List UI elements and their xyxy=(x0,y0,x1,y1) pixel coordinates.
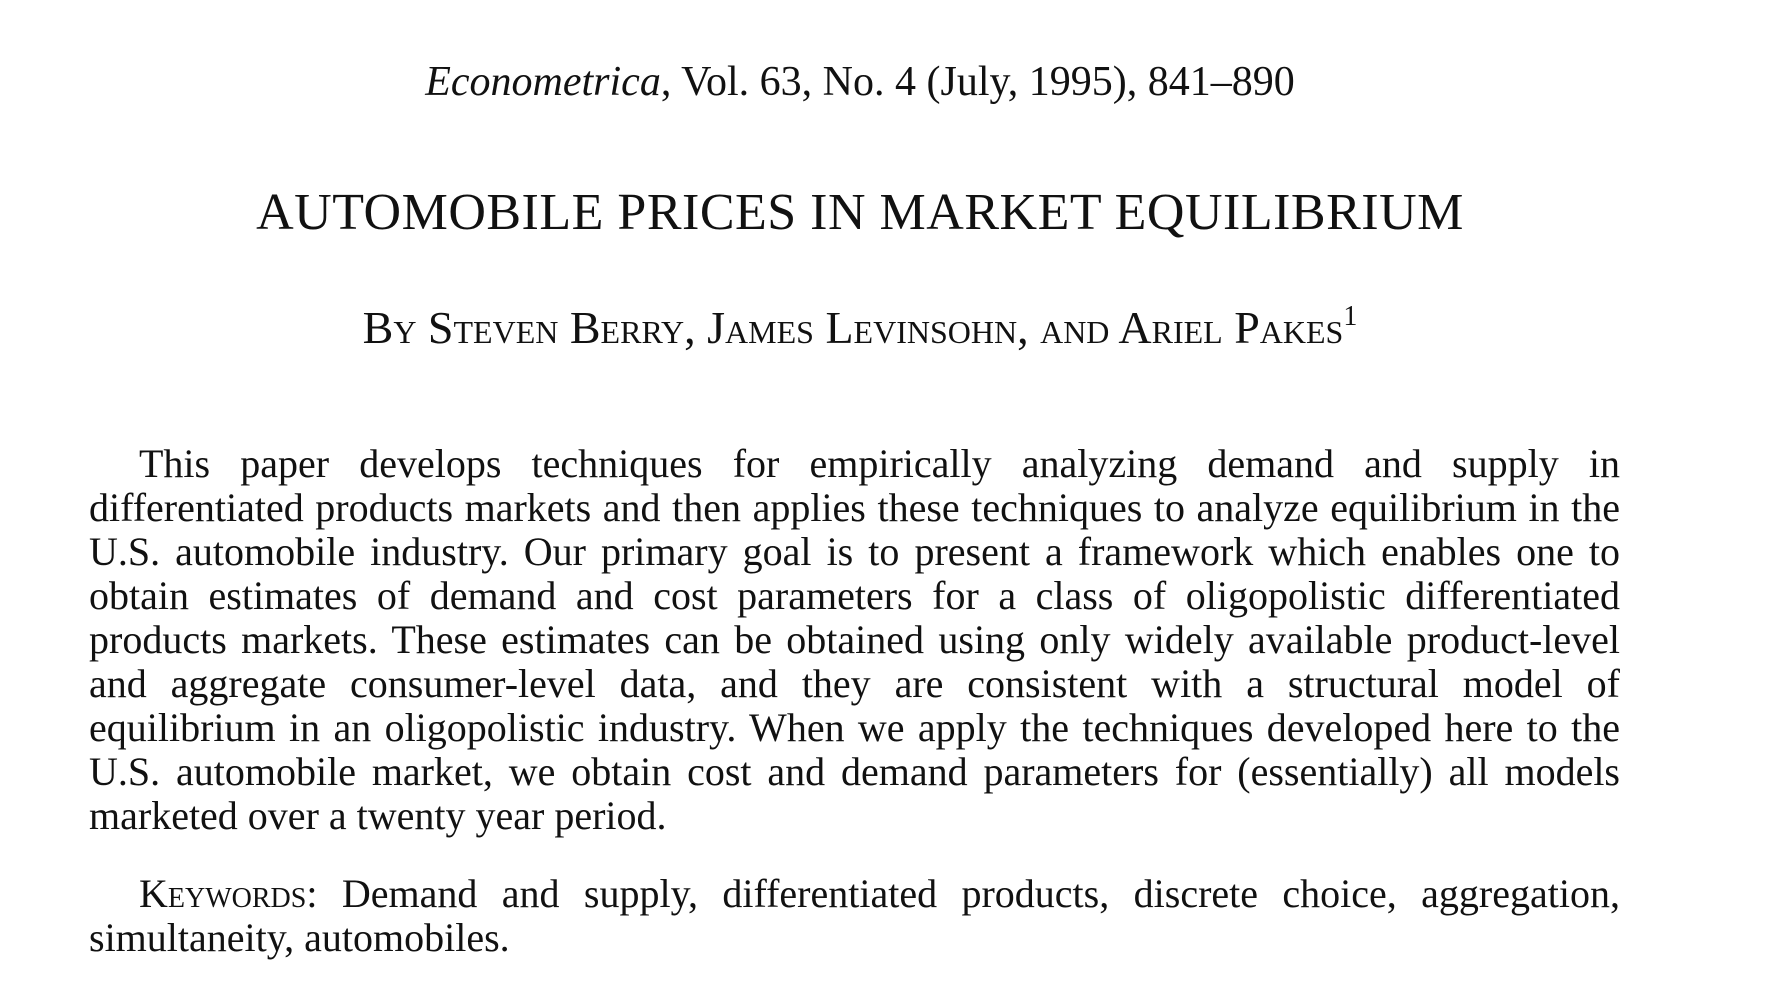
citation-details: , Vol. 63, No. 4 (July, 1995), 841–890 xyxy=(660,59,1295,105)
author-names: By Steven Berry, James Levinsohn, and Ar… xyxy=(362,302,1344,353)
footnote-marker: 1 xyxy=(1343,301,1358,332)
keywords-label: Keywords: xyxy=(139,871,318,916)
journal-name: Econometrica xyxy=(425,59,661,105)
keywords-list: Demand and supply, differentiated produc… xyxy=(89,871,1620,960)
author-byline: By Steven Berry, James Levinsohn, and Ar… xyxy=(0,300,1720,356)
keywords-paragraph: Keywords: Demand and supply, differentia… xyxy=(89,872,1620,960)
abstract-paragraph: This paper develops techniques for empir… xyxy=(89,441,1620,838)
paper-title: AUTOMOBILE PRICES IN MARKET EQUILIBRIUM xyxy=(256,184,1464,241)
journal-citation: Econometrica, Vol. 63, No. 4 (July, 1995… xyxy=(0,56,1720,108)
